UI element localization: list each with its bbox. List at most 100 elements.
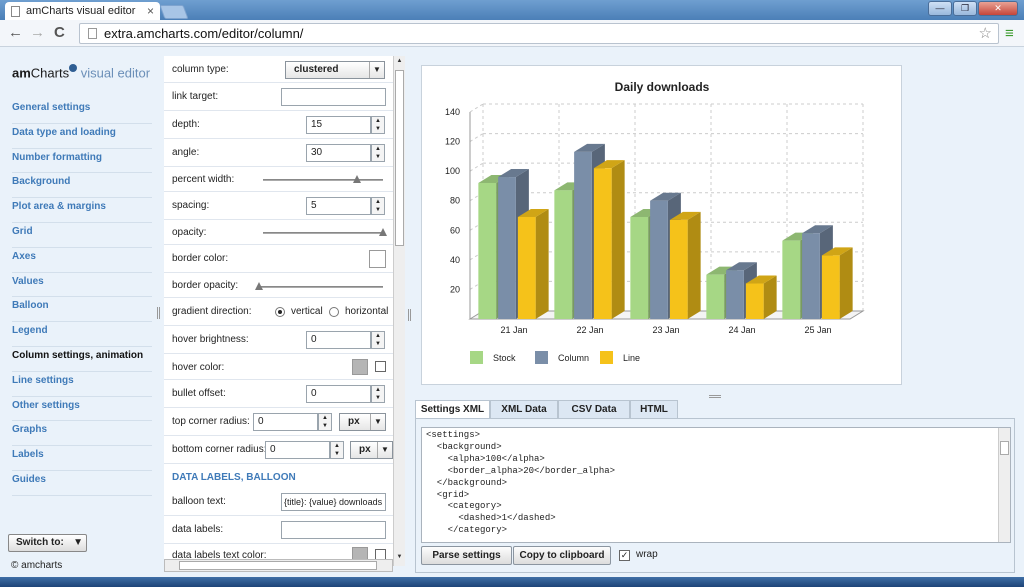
depth-input[interactable]: 15 xyxy=(306,116,371,134)
sidebar-item[interactable]: Number formatting xyxy=(12,149,152,174)
sidebar-item[interactable]: Plot area & margins xyxy=(12,198,152,223)
bar-top xyxy=(517,208,549,217)
opacity-slider[interactable] xyxy=(263,228,387,236)
sidebar-item[interactable]: Column settings, animation xyxy=(12,347,152,372)
scroll-thumb[interactable] xyxy=(1000,441,1009,455)
setting-angle: angle: 30 ▲ ▼ xyxy=(164,139,393,167)
copy-to-clipboard-button[interactable]: Copy to clipboard xyxy=(513,546,611,565)
hover-brightness-input[interactable]: 0 xyxy=(306,331,371,349)
bullet-offset-stepper[interactable]: ▲ ▼ xyxy=(371,385,385,403)
grid-line xyxy=(469,103,484,113)
forward-icon[interactable]: → xyxy=(30,24,45,41)
percent-width-slider[interactable] xyxy=(263,175,383,183)
border-opacity-slider[interactable] xyxy=(255,282,383,290)
switch-to-dropdown[interactable]: Switch to: ▼ xyxy=(8,534,87,552)
hover-color-checkbox[interactable] xyxy=(375,361,386,372)
legend-swatch xyxy=(600,351,613,364)
window-controls: — ❐ ✕ xyxy=(928,1,1018,16)
slider-thumb[interactable] xyxy=(379,228,387,236)
top-corner-unit-select[interactable]: px ▼ xyxy=(339,413,386,431)
slider-thumb[interactable] xyxy=(255,282,263,290)
balloon-text-input[interactable]: {title}: {value} downloads xyxy=(281,493,386,511)
minimize-button[interactable]: — xyxy=(928,1,952,16)
tab-xml-data[interactable]: XML Data xyxy=(490,400,558,419)
sidebar-item[interactable]: Guides xyxy=(12,471,152,496)
address-bar[interactable]: extra.amcharts.com/editor/column/ ☆ xyxy=(79,23,999,44)
link-target-input[interactable] xyxy=(281,88,386,106)
reload-icon[interactable]: C xyxy=(54,24,65,41)
sidebar-item[interactable]: Labels xyxy=(12,446,152,471)
close-window-button[interactable]: ✕ xyxy=(978,1,1018,16)
wrap-checkbox[interactable]: ✓ xyxy=(619,550,630,561)
spacing-input[interactable]: 5 xyxy=(306,197,371,215)
bar-column xyxy=(650,200,668,319)
settings-horizontal-scrollbar[interactable] xyxy=(164,559,393,572)
sidebar-item[interactable]: Data type and loading xyxy=(12,124,152,149)
menu-icon[interactable]: ≡ xyxy=(1005,25,1014,42)
tab-settings-xml[interactable]: Settings XML xyxy=(415,400,490,419)
scroll-up-icon[interactable]: ▲ xyxy=(396,58,403,64)
panel-splitter[interactable] xyxy=(408,309,411,321)
maximize-button[interactable]: ❐ xyxy=(953,1,977,16)
panel-splitter[interactable] xyxy=(709,395,721,398)
sidebar-item[interactable]: General settings xyxy=(12,99,152,124)
sidebar-item[interactable]: Axes xyxy=(12,248,152,273)
hover-color-picker[interactable] xyxy=(352,359,368,375)
gradient-horizontal-radio[interactable] xyxy=(329,307,339,317)
bar-stock xyxy=(706,274,725,319)
bottom-corner-radius-stepper[interactable]: ▲ ▼ xyxy=(330,441,344,459)
sidebar-item[interactable]: Balloon xyxy=(12,297,152,323)
sidebar-item[interactable]: Legend xyxy=(12,322,152,347)
hover-brightness-stepper[interactable]: ▲ ▼ xyxy=(371,331,385,349)
bar-top xyxy=(574,143,605,152)
slider-thumb[interactable] xyxy=(352,175,361,183)
data-labels-input[interactable] xyxy=(281,521,386,539)
y-tick-label: 60 xyxy=(450,225,460,235)
sidebar-item[interactable]: Background xyxy=(12,173,152,199)
bottom-corner-radius-input[interactable]: 0 xyxy=(265,441,330,459)
scroll-down-icon[interactable]: ▼ xyxy=(396,554,403,560)
gradient-vertical-radio[interactable] xyxy=(275,307,285,317)
chevron-down-icon: ▼ xyxy=(369,62,384,78)
bar-column xyxy=(802,233,820,319)
sidebar-item[interactable]: Line settings xyxy=(12,372,152,397)
new-tab-button[interactable] xyxy=(159,5,189,19)
sidebar-item[interactable]: Values xyxy=(12,273,152,298)
scroll-thumb[interactable] xyxy=(395,70,404,246)
code-scrollbar[interactable] xyxy=(998,428,1010,542)
browser-tab[interactable]: amCharts visual editor × xyxy=(5,2,160,20)
tab-csv-data[interactable]: CSV Data xyxy=(558,400,630,419)
angle-stepper[interactable]: ▲ ▼ xyxy=(371,144,385,162)
sidebar-item[interactable]: Graphs xyxy=(12,421,152,447)
tab-html[interactable]: HTML xyxy=(630,400,678,419)
scroll-thumb[interactable] xyxy=(179,561,377,570)
settings-vertical-scrollbar[interactable]: ▲ ▼ xyxy=(393,56,405,566)
angle-input[interactable]: 30 xyxy=(306,144,371,162)
sidebar-item[interactable]: Grid xyxy=(12,223,152,248)
bar-side xyxy=(687,211,701,319)
bookmark-star-icon[interactable]: ☆ xyxy=(978,25,992,42)
back-icon[interactable]: ← xyxy=(8,24,23,41)
legend-swatch xyxy=(470,351,483,364)
close-tab-icon[interactable]: × xyxy=(146,4,154,18)
panel-splitter[interactable] xyxy=(157,307,160,319)
bar-side xyxy=(535,208,549,319)
bullet-offset-input[interactable]: 0 xyxy=(306,385,371,403)
chart-preview: Daily downloads 20 40 60 80 100 120 140 21 Jan 22… xyxy=(421,65,902,385)
top-corner-radius-stepper[interactable]: ▲ ▼ xyxy=(318,413,332,431)
setting-percent-width: percent width: xyxy=(164,167,393,192)
column-type-select[interactable]: clustered ▼ xyxy=(285,61,385,79)
chart-title: Daily downloads xyxy=(615,80,710,94)
border-color-picker[interactable] xyxy=(369,250,386,268)
spacing-stepper[interactable]: ▲ ▼ xyxy=(371,197,385,215)
bar-top xyxy=(726,262,757,271)
settings-xml-editor[interactable]: <settings> <background> <alpha>100</alph… xyxy=(421,427,1011,543)
section-title: DATA LABELS, BALLOON xyxy=(172,472,296,483)
sidebar-item[interactable]: Other settings xyxy=(12,397,152,422)
bar-top xyxy=(593,160,625,169)
setting-depth: depth: 15 ▲ ▼ xyxy=(164,111,393,139)
parse-settings-button[interactable]: Parse settings xyxy=(421,546,512,565)
top-corner-radius-input[interactable]: 0 xyxy=(253,413,318,431)
bottom-corner-unit-select[interactable]: px ▼ xyxy=(350,441,393,459)
depth-stepper[interactable]: ▲ ▼ xyxy=(371,116,385,134)
